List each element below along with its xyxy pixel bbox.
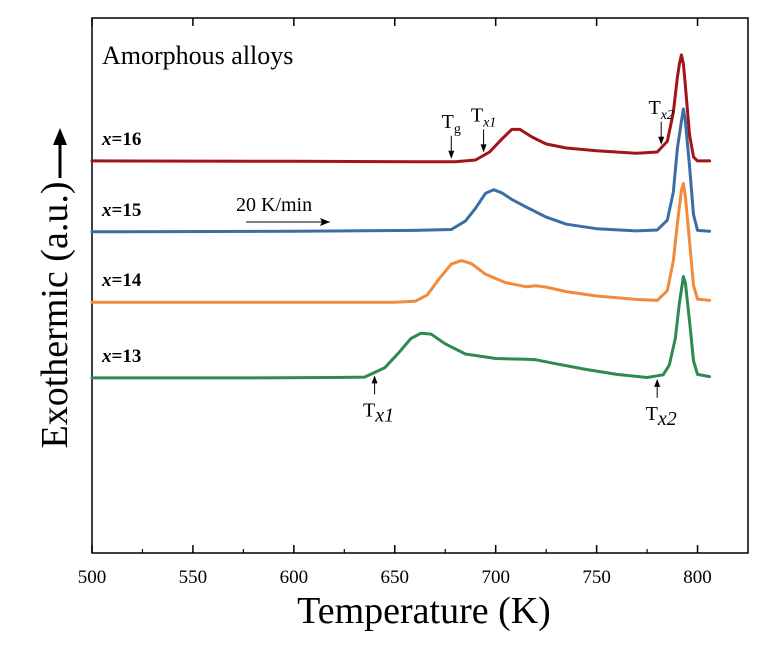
series-label-16: x=16 xyxy=(101,129,141,150)
marker-arrow-icon xyxy=(371,375,378,384)
svg-text:Tx1: Tx1 xyxy=(363,399,394,426)
x-axis-ticks: 500 550 600 650 700 750 800 xyxy=(78,18,712,588)
svg-text:Tx1: Tx1 xyxy=(471,104,496,130)
series-line-13 xyxy=(90,275,712,380)
series-label-13: x=13 xyxy=(101,346,141,367)
x-tick-label-800: 800 xyxy=(683,567,712,588)
transition-markers: Tg Tx1 Tx2 Tx1 Tx2 xyxy=(363,97,677,430)
y-axis-title: Exothermic (a.u.) xyxy=(34,182,76,449)
y-up-arrow-icon xyxy=(53,128,67,145)
rate-arrow-icon xyxy=(320,218,330,226)
x-tick-label-550: 550 xyxy=(179,567,208,588)
chart-title: Amorphous alloys xyxy=(102,41,293,70)
svg-text:Tg: Tg xyxy=(442,111,461,137)
x-tick-label-700: 700 xyxy=(481,567,510,588)
marker-tx2-13: Tx2 xyxy=(646,378,677,430)
x-tick-label-500: 500 xyxy=(78,567,107,588)
x-axis-title: Temperature (K) xyxy=(297,590,551,632)
x-tick-label-750: 750 xyxy=(582,567,611,588)
series-line-15 xyxy=(90,107,712,234)
marker-arrow-icon xyxy=(448,150,455,159)
series-line-16 xyxy=(90,53,712,164)
svg-text:Tx2: Tx2 xyxy=(646,403,677,430)
series-layer: x=16 x=15 x=14 x=13 xyxy=(90,53,712,380)
series-line-14 xyxy=(90,182,712,304)
rate-label: 20 K/min xyxy=(236,194,312,216)
series-label-15: x=15 xyxy=(101,200,141,221)
marker-tg-16: Tg xyxy=(442,111,461,159)
svg-text:Tx2: Tx2 xyxy=(648,97,673,123)
marker-tx2-16: Tx2 xyxy=(648,97,674,145)
marker-arrow-icon xyxy=(658,136,665,145)
x-tick-label-650: 650 xyxy=(381,567,410,588)
plot-frame xyxy=(91,17,749,554)
marker-arrow-icon xyxy=(654,378,661,387)
x-tick-label-600: 600 xyxy=(280,567,309,588)
marker-tx1-16: Tx1 xyxy=(471,104,496,153)
series-label-14: x=14 xyxy=(101,270,142,291)
marker-tx1-13: Tx1 xyxy=(363,375,394,426)
marker-arrow-icon xyxy=(480,144,487,153)
